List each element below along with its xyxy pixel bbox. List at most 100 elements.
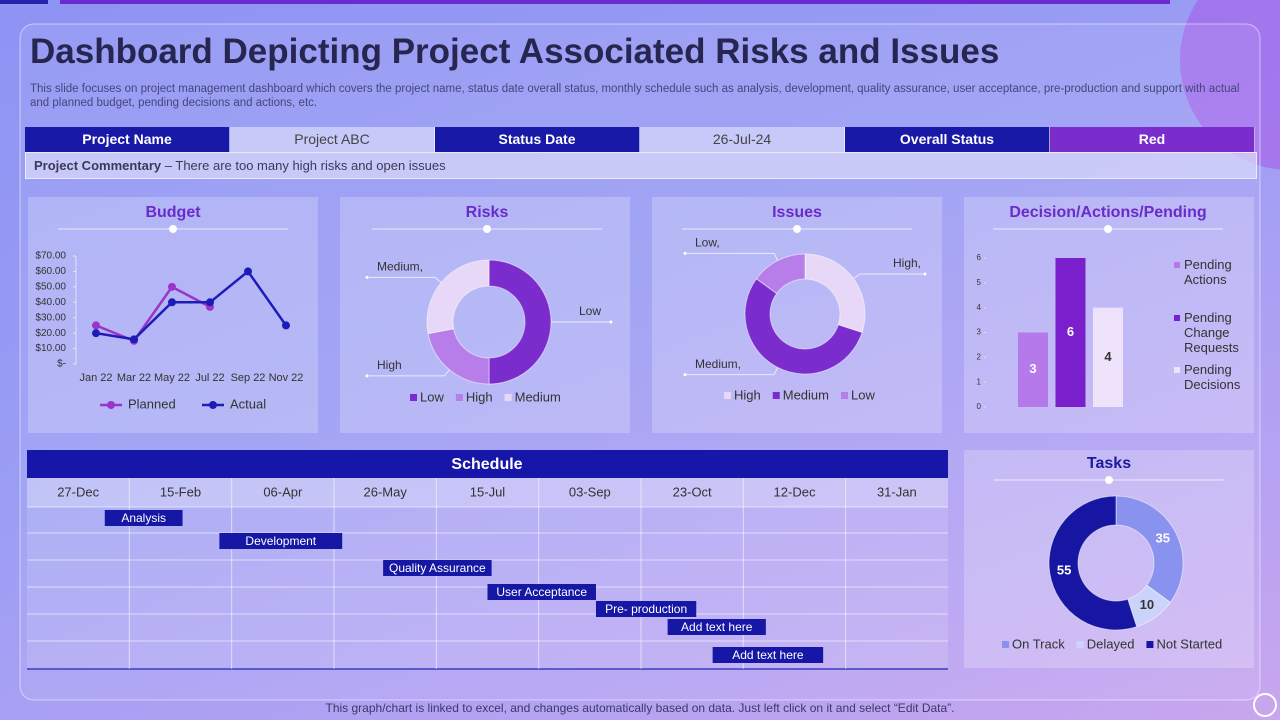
gantt-bar [595, 601, 697, 617]
slice-label: Medium, [377, 260, 423, 274]
title-dot [1104, 225, 1112, 233]
card [340, 197, 630, 433]
donut-slice [744, 278, 863, 375]
decor [1253, 693, 1277, 717]
commentary-row: Project Commentary – There are too many … [25, 152, 1257, 179]
x-tick-label: 23-Oct [673, 484, 712, 499]
x-tick-label: May 22 [154, 372, 190, 384]
legend-label: Low [420, 389, 444, 404]
status-cell: Project ABC [230, 127, 435, 152]
donut-slice [1048, 495, 1138, 631]
x-tick-label: 03-Sep [569, 484, 611, 499]
y-tick-label: 2 [977, 352, 982, 361]
card [652, 197, 942, 433]
x-tick-label: 15-Feb [160, 484, 201, 499]
y-tick-label: 6 [977, 253, 982, 262]
leader-dot [365, 374, 369, 378]
task-label: User Acceptance [496, 585, 587, 599]
y-tick-label: 3 [977, 328, 982, 337]
y-tick-label: $10.00 [35, 343, 66, 354]
series-marker [92, 329, 100, 338]
leader-dot [683, 251, 687, 255]
task-label: Development [245, 534, 316, 548]
y-tick-label: $20.00 [35, 328, 66, 339]
card-title: Risks [466, 204, 509, 221]
series-marker [92, 321, 100, 330]
title-dot [1105, 476, 1113, 484]
legend-label: Pending Change Requests [1184, 310, 1239, 355]
legend-swatch [1146, 641, 1154, 648]
top-accent [60, 0, 1170, 4]
gantt-bar [712, 647, 824, 663]
schedule-header [27, 450, 948, 478]
card [964, 450, 1254, 668]
bar [1018, 332, 1048, 407]
top-accent [0, 0, 48, 4]
donut-slice [488, 259, 552, 385]
x-tick-label: Nov 22 [269, 372, 304, 384]
x-tick-label: 26-May [363, 484, 407, 499]
y-tick-label: $40.00 [35, 297, 66, 308]
data-label: 55 [1057, 563, 1071, 578]
card-title: Budget [145, 204, 201, 221]
legend-marker [107, 401, 115, 409]
slice-label: High, [893, 256, 921, 270]
gantt-bar [104, 510, 183, 526]
gantt-bar [667, 619, 766, 635]
card-title: Issues [772, 204, 822, 221]
y-tick-label: 5 [977, 278, 982, 287]
card-title: Schedule [451, 456, 522, 473]
x-tick-label: 27-Dec [57, 484, 99, 499]
gantt-bar [219, 533, 343, 549]
legend-label: Pending Decisions [1184, 362, 1241, 392]
page-title: Dashboard Depicting Project Associated R… [30, 32, 1000, 71]
leader-line [685, 252, 779, 261]
bar [1055, 258, 1086, 407]
task-label: Quality Assurance [389, 561, 486, 575]
series-marker [168, 298, 176, 307]
donut-slice [426, 259, 490, 335]
status-cell: Red [1050, 127, 1255, 152]
slice-label: High [377, 358, 402, 372]
legend-label: Low [851, 387, 875, 402]
donut-slice [755, 253, 806, 295]
data-label: 3 [1029, 361, 1036, 376]
legend-swatch [504, 394, 512, 401]
task-label: Analysis [121, 511, 166, 525]
legend-label: High [466, 389, 493, 404]
slice-label: Medium, [695, 357, 741, 371]
task-label: Add text here [732, 648, 804, 662]
series-marker [244, 267, 252, 276]
leader-dot [683, 373, 687, 377]
x-tick-label: Sep 22 [231, 372, 266, 384]
status-cell: Overall Status [845, 127, 1050, 152]
x-tick-label: 12-Dec [774, 484, 816, 499]
legend-swatch [724, 392, 731, 399]
y-tick-label: $50.00 [35, 281, 66, 292]
legend-swatch [410, 394, 417, 401]
legend-swatch [1076, 641, 1084, 648]
schedule-date-row [27, 478, 948, 507]
card-title: Decision/Actions/Pending [1009, 204, 1206, 221]
card-title: Tasks [1087, 455, 1131, 472]
series-marker [130, 335, 138, 344]
commentary-text: – There are too many high risks and open… [164, 158, 446, 173]
series-marker [282, 321, 290, 330]
leader-line [367, 369, 450, 377]
legend-marker [209, 401, 217, 409]
x-tick-label: 31-Jan [877, 484, 917, 499]
status-cell: Status Date [435, 127, 640, 152]
x-tick-label: 06-Apr [263, 484, 303, 499]
y-tick-label: 0 [977, 402, 982, 411]
y-tick-label: 1 [977, 377, 982, 386]
legend-label: Medium [783, 387, 829, 402]
series-marker [168, 282, 176, 291]
y-tick-label: $30.00 [35, 312, 66, 323]
series-marker [206, 298, 214, 307]
panel [19, 23, 1261, 701]
status-cell: Project Name [25, 127, 230, 152]
title-dot [793, 225, 801, 233]
series-line [95, 285, 211, 343]
legend-swatch [1002, 641, 1009, 648]
